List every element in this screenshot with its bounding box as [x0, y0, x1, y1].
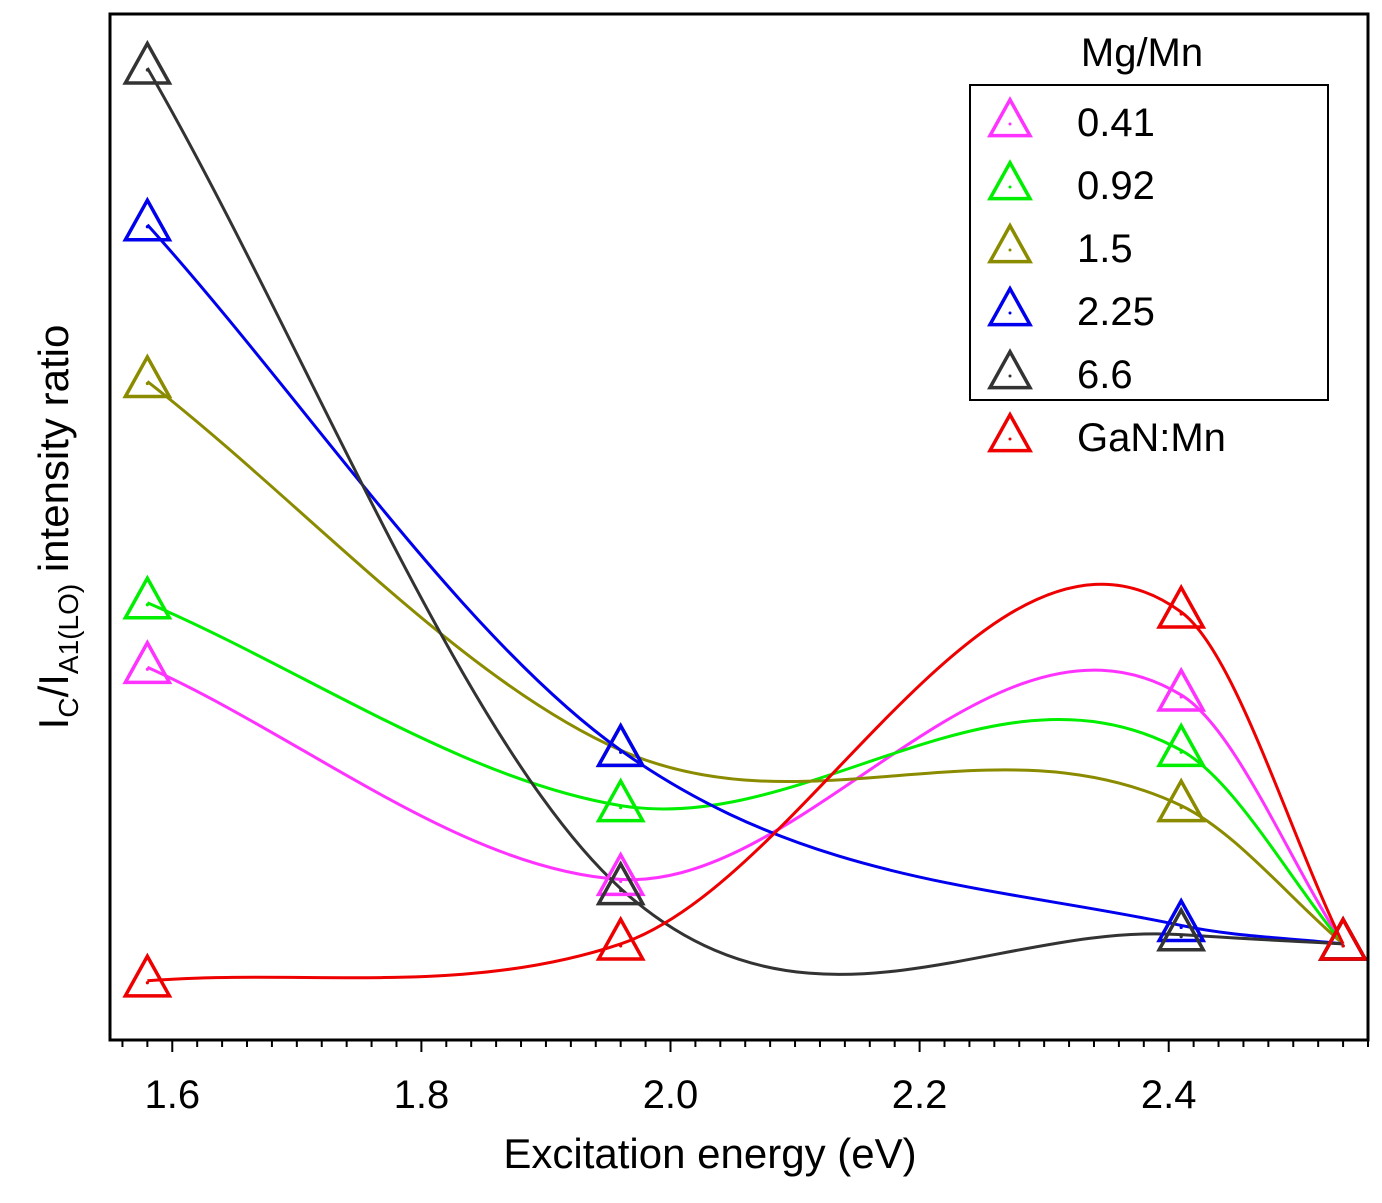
legend-item: 1.5	[987, 222, 1133, 271]
legend-label: 1.5	[1077, 227, 1133, 271]
legend-label: 2.25	[1077, 290, 1155, 334]
legend-marker-dot	[1008, 311, 1012, 315]
data-point-dot	[1179, 925, 1183, 930]
series-line-2-25	[146, 223, 1344, 946]
data-point-dot	[145, 381, 149, 386]
data-point-marker	[1318, 915, 1369, 961]
x-tick-label: 2.0	[643, 1073, 699, 1117]
data-point-dot	[619, 944, 623, 948]
data-point-marker	[595, 851, 646, 897]
x-tick-label: 2.2	[892, 1073, 948, 1117]
data-point-dot	[619, 750, 623, 754]
series-markers	[122, 39, 1369, 998]
legend-label: 6.6	[1077, 353, 1133, 397]
legend-item: 0.92	[987, 159, 1155, 208]
legend-title: Mg/Mn	[1081, 31, 1203, 75]
legend-label: 0.41	[1077, 101, 1155, 145]
data-point-dot	[145, 981, 149, 985]
x-axis-title: Excitation energy (eV)	[503, 1130, 916, 1177]
data-point-dot	[145, 68, 149, 72]
series-line-1-5	[146, 380, 1345, 946]
legend-items: 0.41 0.92 1.5 2.25 6.6 GaN:Mn	[987, 96, 1226, 460]
legend: Mg/Mn 0.41 0.92 1.5 2.25 6.6 GaN:Mn	[969, 31, 1329, 460]
legend-item: 0.41	[987, 96, 1155, 145]
x-tick-label: 2.4	[1141, 1073, 1197, 1117]
data-point-marker	[122, 574, 173, 620]
data-point-marker	[1156, 666, 1207, 712]
data-point-dot	[145, 603, 149, 607]
legend-marker-dot	[1008, 122, 1012, 126]
data-point-marker	[122, 952, 173, 998]
legend-marker	[987, 159, 1033, 201]
series-curves	[146, 67, 1345, 983]
legend-marker-dot	[1008, 185, 1012, 189]
y-title-sub-c: C	[53, 697, 84, 717]
plot-frame	[108, 12, 1370, 1042]
legend-marker-dot	[1008, 374, 1012, 378]
data-point-marker	[122, 39, 173, 85]
y-title-i: I	[30, 718, 77, 730]
data-point-dot	[145, 667, 149, 671]
legend-marker	[987, 222, 1033, 264]
x-tick-label: 1.6	[144, 1073, 200, 1117]
legend-marker	[987, 411, 1033, 453]
data-point-dot	[1179, 935, 1183, 939]
data-point-marker	[1156, 722, 1207, 768]
legend-marker	[987, 285, 1033, 327]
legend-box	[969, 84, 1329, 401]
data-point-dot	[619, 879, 623, 883]
legend-marker	[987, 96, 1033, 138]
data-point-marker	[595, 915, 646, 961]
series-line-0-92	[146, 601, 1345, 945]
legend-label: GaN:Mn	[1077, 416, 1226, 460]
data-point-marker	[122, 196, 173, 242]
data-point-marker	[595, 722, 646, 768]
data-point-marker	[595, 777, 646, 823]
legend-item: 2.25	[987, 285, 1155, 334]
data-point-dot	[619, 806, 623, 810]
series-line-6-6	[146, 67, 1344, 976]
legend-item: 6.6	[987, 348, 1133, 397]
data-point-dot	[1179, 806, 1183, 810]
data-point-dot	[145, 225, 149, 229]
legend-item: GaN:Mn	[987, 411, 1226, 460]
data-point-marker	[1156, 897, 1207, 943]
data-point-marker	[595, 860, 646, 906]
x-axis-tick-labels: 1.6 1.8 2.0 2.2 2.4	[144, 1073, 1196, 1117]
legend-marker-dot	[1008, 437, 1012, 441]
series-line-0-41	[146, 665, 1345, 945]
data-point-dot	[1179, 612, 1183, 616]
x-tick-label: 1.8	[394, 1073, 450, 1117]
data-point-marker	[1156, 777, 1207, 823]
data-point-marker	[122, 639, 173, 685]
data-point-dot	[1179, 750, 1183, 754]
legend-marker	[987, 348, 1033, 390]
y-title-rest: intensity ratio	[30, 325, 77, 584]
y-title-sub-a1lo: A1(LO)	[53, 584, 84, 674]
legend-label: 0.92	[1077, 164, 1155, 208]
data-point-marker	[122, 353, 173, 399]
legend-marker-dot	[1008, 248, 1012, 252]
data-point-dot	[1179, 695, 1183, 699]
y-title-slash-i: /I	[30, 674, 77, 697]
x-axis-ticks	[121, 1040, 1369, 1052]
series-line-gan-mn	[147, 582, 1345, 983]
data-point-dot	[619, 888, 623, 893]
y-axis-title: IC/IA1(LO) intensity ratio	[30, 325, 84, 730]
data-point-marker	[1156, 583, 1207, 629]
data-point-dot	[1341, 944, 1345, 948]
data-point-marker	[1156, 906, 1207, 952]
